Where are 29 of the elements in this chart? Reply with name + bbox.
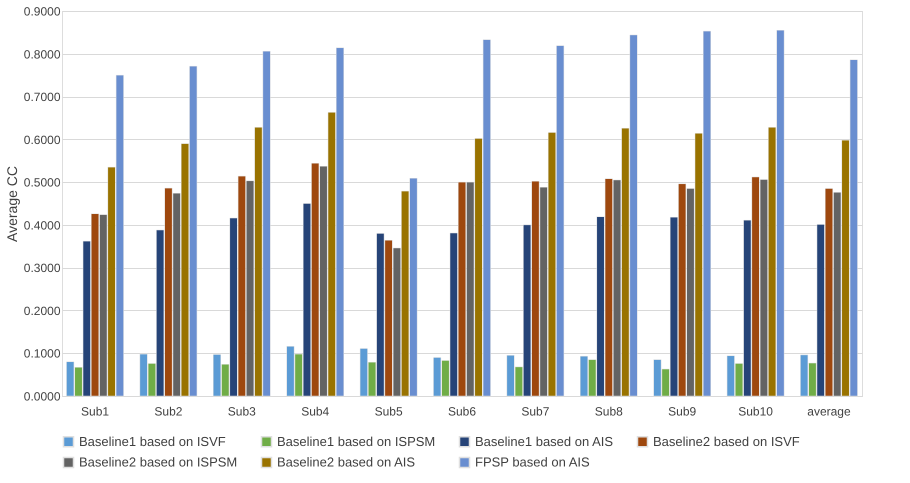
legend-label: Baseline2 based on ISPSM: [79, 454, 238, 470]
x-tick-label: Sub8: [594, 404, 624, 418]
legend-label: Baseline2 based on ISVF: [653, 434, 800, 449]
y-tick-label: 0.1000: [24, 346, 61, 361]
x-tick-label: Sub9: [668, 404, 697, 418]
x-tick-label: Sub3: [228, 404, 256, 418]
y-tick-label: 0.0000: [24, 390, 61, 404]
x-tick-label: Sub4: [301, 404, 330, 418]
y-tick-label: 0.2000: [24, 304, 61, 318]
y-tick-label: 0.6000: [24, 132, 61, 147]
legend-label: FPSP based on AIS: [475, 454, 590, 470]
y-tick-label: 0.8000: [24, 47, 61, 62]
y-tick-label: 0.9000: [24, 4, 61, 18]
y-axis-title: Average CC: [4, 166, 20, 242]
x-tick-label: Sub7: [521, 404, 550, 418]
y-tick-label: 0.7000: [24, 90, 61, 104]
x-tick-label: Sub1: [81, 404, 110, 418]
y-tick-label: 0.5000: [24, 176, 61, 190]
y-tick-label: 0.3000: [24, 261, 61, 276]
legend-label: Baseline2 based on AIS: [277, 454, 416, 470]
legend-label: Baseline1 based on AIS: [475, 434, 614, 449]
x-tick-label: Sub2: [154, 404, 183, 418]
x-tick-label: Sub6: [448, 404, 476, 418]
legend-label: Baseline1 based on ISPSM: [277, 434, 436, 449]
legend-label: Baseline1 based on ISVF: [79, 434, 226, 449]
x-tick-label: Sub10: [738, 404, 774, 418]
y-tick-label: 0.4000: [24, 218, 61, 232]
x-tick-label: Sub5: [374, 404, 403, 418]
x-tick-label: average: [807, 404, 851, 418]
